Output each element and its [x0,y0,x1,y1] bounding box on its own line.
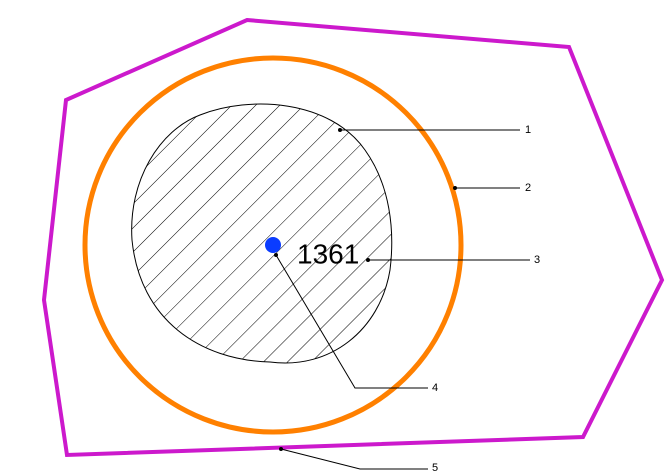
callout-4: 4 [274,253,438,394]
callout-1: 1 [338,124,531,136]
callout-5: 5 [279,447,438,474]
callout-2: 2 [453,182,531,194]
callout-label: 4 [432,382,438,394]
callout-label: 5 [432,462,438,474]
hatched-region [131,103,393,364]
center-point [265,237,281,253]
callout-label: 3 [534,254,540,266]
callout-label: 1 [525,124,531,136]
callout-3: 3 [366,254,540,266]
center-label: 1361 [297,238,359,269]
callout-label: 2 [525,182,531,194]
outer-boundary [41,17,665,458]
orange-ring [82,55,464,435]
